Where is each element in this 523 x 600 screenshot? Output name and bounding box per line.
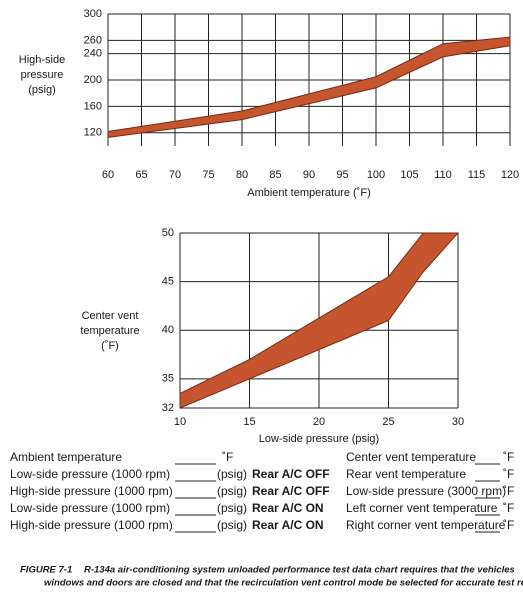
form-item: Rear vent temperature	[346, 467, 466, 481]
form-unit: (psig)	[217, 467, 247, 481]
form-unit: ˚F	[503, 467, 514, 481]
form-unit: (psig)	[217, 484, 247, 498]
x-tick-label: 30	[452, 416, 464, 428]
x-tick-label: 25	[382, 416, 394, 428]
form-item: Low-side pressure (3000 rpm)	[346, 484, 506, 498]
x-tick-label: 10	[174, 416, 186, 428]
form-item: Left corner vent temperature	[346, 501, 498, 515]
band	[107, 36, 511, 138]
form-unit: (psig)	[217, 501, 247, 515]
x-tick-label: 70	[169, 169, 181, 181]
x-tick-label: 85	[269, 169, 281, 181]
form-unit: ˚F	[503, 518, 514, 532]
y-tick-label: 35	[162, 373, 174, 385]
form-item: High-side pressure (1000 rpm)	[10, 518, 173, 532]
x-tick-label: 105	[400, 169, 418, 181]
y-axis-title: Center vent	[82, 310, 139, 322]
form-item: Ambient temperature	[10, 450, 122, 464]
y-tick-label: 300	[84, 8, 102, 20]
form-unit: ˚F	[503, 484, 514, 498]
form-unit: ˚F	[503, 450, 514, 464]
x-tick-label: 80	[236, 169, 248, 181]
form-unit: ˚F	[222, 450, 233, 464]
y-tick-label: 200	[84, 74, 102, 86]
y-tick-label: 240	[84, 48, 102, 60]
x-axis-title: Ambient temperature (˚F)	[247, 187, 370, 199]
form-mode: Rear A/C OFF	[252, 467, 330, 481]
form-item: Center vent temperature	[346, 450, 476, 464]
form-mode: Rear A/C ON	[252, 501, 324, 515]
x-tick-label: 100	[367, 169, 385, 181]
x-tick-label: 115	[468, 169, 486, 181]
form-mode: Rear A/C OFF	[252, 484, 330, 498]
y-tick-label: 120	[84, 127, 102, 139]
band	[179, 232, 460, 409]
figure-label: FIGURE 7-1	[20, 565, 72, 576]
x-tick-label: 65	[135, 169, 147, 181]
x-tick-label: 75	[202, 169, 214, 181]
form-item: High-side pressure (1000 rpm)	[10, 484, 173, 498]
y-axis-title: temperature	[80, 325, 139, 337]
y-axis-title: (˚F)	[101, 340, 119, 352]
y-tick-label: 32	[162, 402, 174, 414]
x-tick-label: 20	[313, 416, 325, 428]
x-tick-label: 15	[243, 416, 255, 428]
x-tick-label: 90	[303, 169, 315, 181]
y-axis-title: pressure	[21, 69, 64, 81]
form-unit: (psig)	[217, 518, 247, 532]
form-item: Low-side pressure (1000 rpm)	[10, 467, 170, 481]
form-unit: ˚F	[503, 501, 514, 515]
x-tick-label: 120	[501, 169, 519, 181]
y-tick-label: 160	[84, 100, 102, 112]
y-tick-label: 45	[162, 276, 174, 288]
caption-line: windows and doors are closed and that th…	[44, 578, 523, 589]
y-tick-label: 260	[84, 34, 102, 46]
caption-line: R-134a air-conditioning system unloaded …	[84, 565, 515, 576]
y-tick-label: 50	[162, 227, 174, 239]
form-item: Right corner vent temperature	[346, 518, 506, 532]
x-tick-label: 60	[102, 169, 114, 181]
y-axis-title: (psig)	[28, 84, 56, 96]
form-mode: Rear A/C ON	[252, 518, 324, 532]
x-tick-label: 95	[336, 169, 348, 181]
form-item: Low-side pressure (1000 rpm)	[10, 501, 170, 515]
x-tick-label: 110	[434, 169, 452, 181]
x-axis-title: Low-side pressure (psig)	[259, 433, 379, 445]
y-tick-label: 40	[162, 324, 174, 336]
y-axis-title: High-side	[19, 54, 65, 66]
